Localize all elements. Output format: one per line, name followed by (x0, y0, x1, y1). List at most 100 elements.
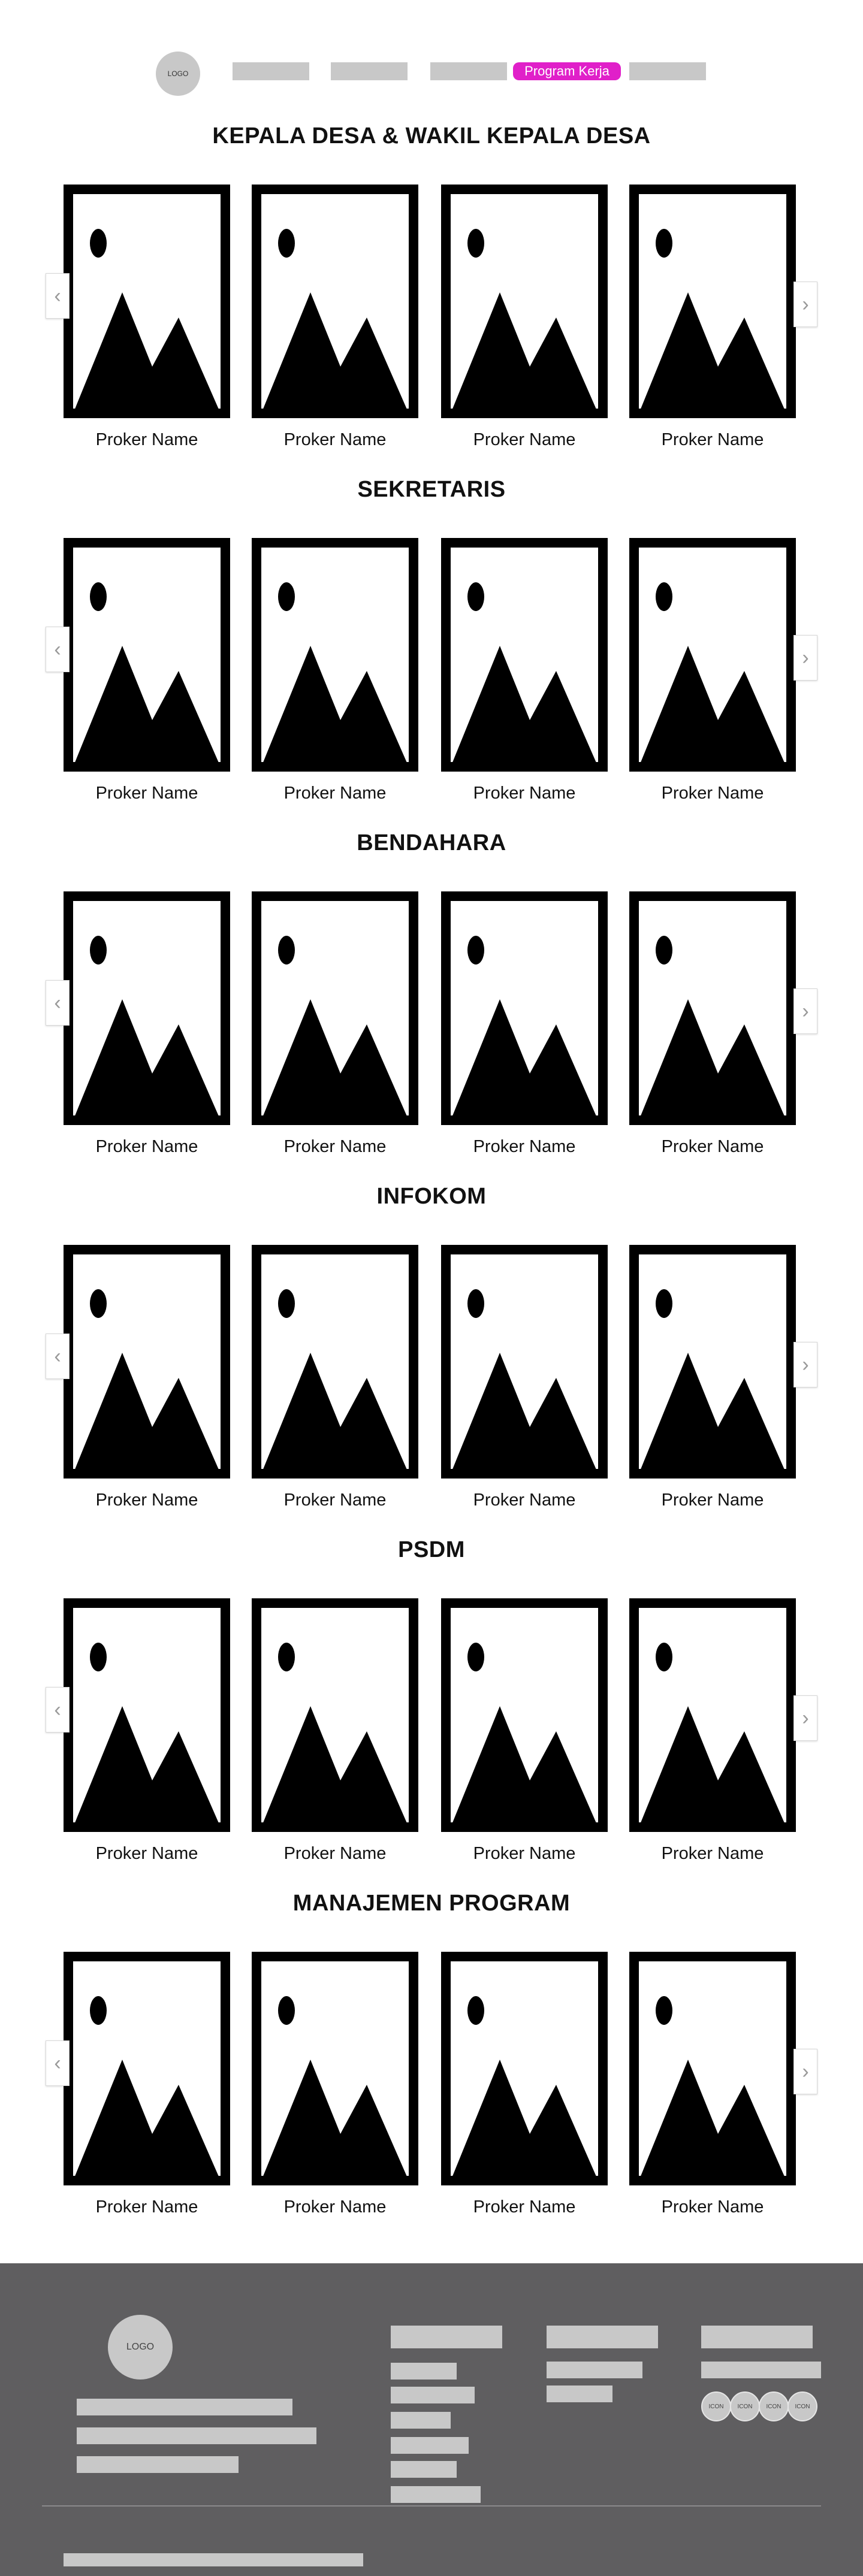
chevron-left-icon[interactable]: ‹ (46, 2040, 70, 2086)
chevron-right-icon[interactable]: › (793, 1342, 817, 1387)
image-placeholder-icon (64, 1598, 230, 1832)
proker-card[interactable]: Proker Name (252, 185, 418, 450)
section-title: INFOKOM (376, 1184, 487, 1209)
social-icon[interactable]: ICON (701, 2391, 731, 2421)
proker-card[interactable]: Proker Name (252, 538, 418, 803)
section-title: MANAJEMEN PROGRAM (292, 1891, 571, 1916)
nav-item-5[interactable] (629, 62, 706, 80)
proker-name: Proker Name (473, 2197, 576, 2217)
proker-card[interactable]: Proker Name (441, 185, 608, 450)
proker-name: Proker Name (473, 784, 576, 803)
proker-card[interactable]: Proker Name (64, 1245, 230, 1510)
proker-card[interactable]: Proker Name (252, 1598, 418, 1864)
chevron-right-icon[interactable]: › (793, 282, 817, 327)
section-title: KEPALA DESA & WAKIL KEPALA DESA (212, 123, 651, 149)
proker-card[interactable]: Proker Name (629, 538, 796, 803)
footer-link[interactable] (391, 2412, 451, 2429)
program-section: MANAJEMEN PROGRAM Proker Name Proker Name P… (0, 1891, 863, 2244)
footer-col3-heading (701, 2326, 813, 2348)
footer-link[interactable] (391, 2363, 457, 2380)
image-placeholder-icon (441, 891, 608, 1125)
footer-link[interactable] (391, 2387, 475, 2403)
chevron-left-icon[interactable]: ‹ (46, 627, 70, 672)
image-placeholder-icon (64, 1245, 230, 1479)
proker-card[interactable]: Proker Name (441, 891, 608, 1157)
proker-name: Proker Name (95, 1137, 198, 1156)
chevron-left-icon[interactable]: ‹ (46, 980, 70, 1026)
proker-name: Proker Name (661, 1844, 764, 1863)
proker-card[interactable]: Proker Name (64, 185, 230, 450)
footer-link[interactable] (391, 2486, 481, 2503)
proker-name: Proker Name (283, 784, 387, 803)
footer-col2-heading (547, 2326, 658, 2348)
image-placeholder-icon (252, 891, 418, 1125)
proker-card[interactable]: Proker Name (441, 1952, 608, 2217)
proker-name: Proker Name (95, 1490, 198, 1510)
logo[interactable]: LOGO (156, 52, 200, 96)
image-placeholder-icon (64, 1952, 230, 2185)
proker-card[interactable]: Proker Name (441, 1598, 608, 1864)
social-icon[interactable]: ICON (787, 2391, 817, 2421)
image-placeholder-icon (252, 1245, 418, 1479)
nav-item-program-kerja[interactable]: Program Kerja (513, 62, 621, 80)
proker-card[interactable]: Proker Name (64, 891, 230, 1157)
proker-name: Proker Name (95, 430, 198, 449)
image-placeholder-icon (252, 1952, 418, 2185)
section-title: BENDAHARA (357, 830, 506, 855)
proker-name: Proker Name (661, 1490, 764, 1510)
footer-link[interactable] (701, 2362, 821, 2378)
footer-link[interactable] (547, 2385, 612, 2402)
proker-name: Proker Name (283, 430, 387, 449)
chevron-right-icon[interactable]: › (793, 635, 817, 681)
footer-text-line (77, 2399, 292, 2415)
proker-card[interactable]: Proker Name (64, 538, 230, 803)
footer-link[interactable] (391, 2461, 457, 2478)
nav-item-3[interactable] (430, 62, 507, 80)
image-placeholder-icon (441, 185, 608, 418)
chevron-left-icon[interactable]: ‹ (46, 273, 70, 319)
social-icon[interactable]: ICON (759, 2391, 789, 2421)
chevron-right-icon[interactable]: › (793, 2049, 817, 2094)
proker-card[interactable]: Proker Name (629, 185, 796, 450)
section-title: SEKRETARIS (357, 477, 506, 502)
chevron-right-icon[interactable]: › (793, 1695, 817, 1741)
image-placeholder-icon (252, 185, 418, 418)
image-placeholder-icon (629, 1245, 796, 1479)
proker-card[interactable]: Proker Name (64, 1598, 230, 1864)
program-section: KEPALA DESA & WAKIL KEPALA DESA Proker Na… (0, 123, 863, 477)
chevron-left-icon[interactable]: ‹ (46, 1687, 70, 1733)
nav-item-2[interactable] (331, 62, 408, 80)
proker-name: Proker Name (661, 430, 764, 449)
image-placeholder-icon (252, 538, 418, 772)
program-section: SEKRETARIS Proker Name Proker Name Proker N… (0, 477, 863, 830)
proker-card[interactable]: Proker Name (252, 891, 418, 1157)
proker-card[interactable]: Proker Name (252, 1952, 418, 2217)
proker-card[interactable]: Proker Name (629, 1245, 796, 1510)
proker-card[interactable]: Proker Name (252, 1245, 418, 1510)
proker-name: Proker Name (95, 1844, 198, 1863)
proker-card[interactable]: Proker Name (629, 891, 796, 1157)
footer-text-line (77, 2456, 239, 2473)
proker-card[interactable]: Proker Name (629, 1598, 796, 1864)
proker-card[interactable]: Proker Name (629, 1952, 796, 2217)
image-placeholder-icon (629, 1952, 796, 2185)
chevron-right-icon[interactable]: › (793, 988, 817, 1034)
image-placeholder-icon (64, 185, 230, 418)
proker-card[interactable]: Proker Name (441, 538, 608, 803)
proker-card[interactable]: Proker Name (441, 1245, 608, 1510)
proker-card[interactable]: Proker Name (64, 1952, 230, 2217)
chevron-left-icon[interactable]: ‹ (46, 1334, 70, 1379)
image-placeholder-icon (629, 891, 796, 1125)
proker-name: Proker Name (473, 1490, 576, 1510)
image-placeholder-icon (252, 1598, 418, 1832)
nav-item-1[interactable] (233, 62, 309, 80)
proker-name: Proker Name (283, 1137, 387, 1156)
footer-link[interactable] (391, 2437, 469, 2454)
footer-link[interactable] (547, 2362, 642, 2378)
top-nav: LOGO Program Kerja (156, 52, 707, 96)
program-section: INFOKOM Proker Name Proker Name Proker Name… (0, 1184, 863, 1537)
social-icon[interactable]: ICON (730, 2391, 760, 2421)
image-placeholder-icon (441, 1245, 608, 1479)
proker-name: Proker Name (283, 2197, 387, 2217)
footer-logo[interactable]: LOGO (108, 2315, 173, 2380)
